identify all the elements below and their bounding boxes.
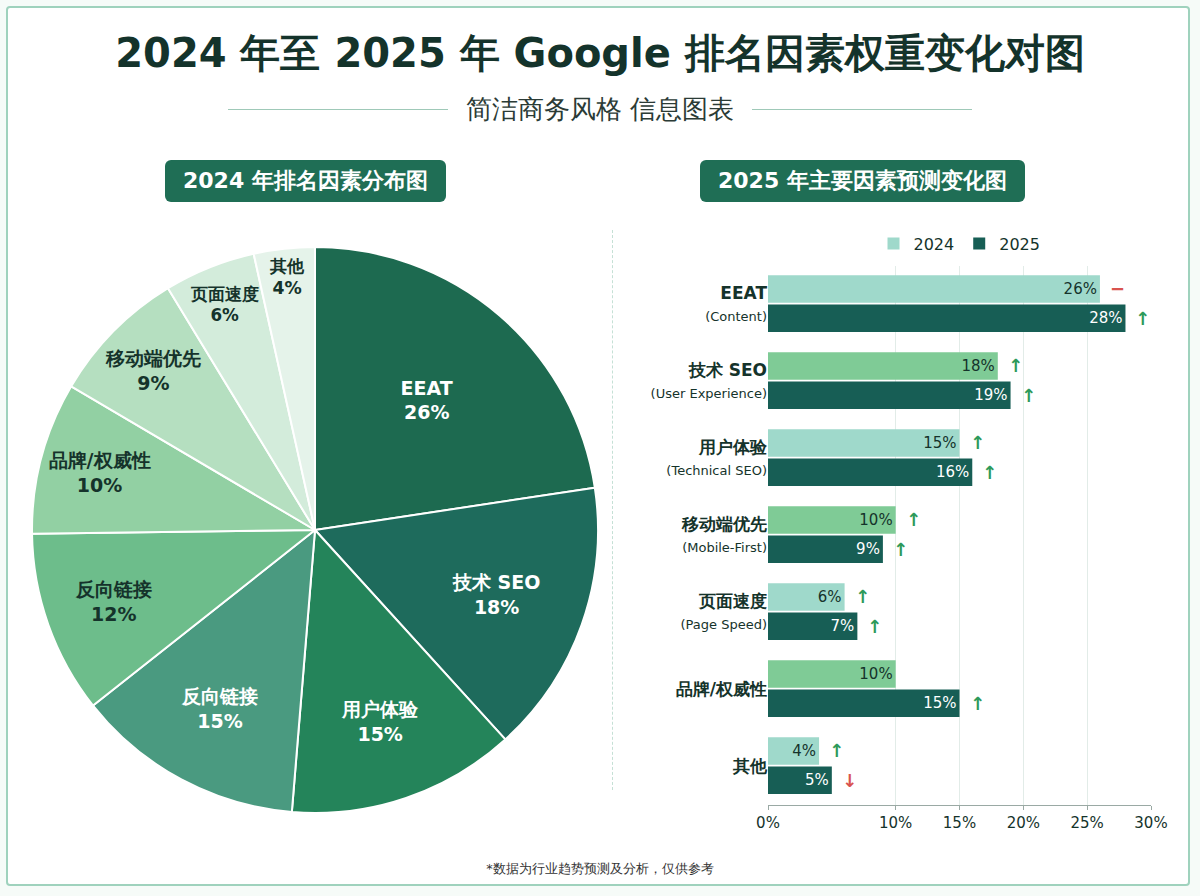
- svg-text:9%: 9%: [856, 540, 880, 558]
- svg-text:EEAT(Content): EEAT(Content): [705, 283, 767, 324]
- svg-text:页面速度(Page Speed): 页面速度(Page Speed): [681, 591, 768, 632]
- svg-text:25%: 25%: [1070, 814, 1103, 832]
- svg-text:↑: ↑: [970, 432, 985, 453]
- svg-text:移动端优先(Mobile-First): 移动端优先(Mobile-First): [681, 514, 767, 555]
- svg-text:反向链接15%: 反向链接15%: [181, 685, 258, 732]
- svg-text:10%: 10%: [859, 665, 892, 683]
- svg-text:30%: 30%: [1134, 814, 1167, 832]
- svg-text:18%: 18%: [961, 357, 994, 375]
- svg-text:15%: 15%: [923, 434, 956, 452]
- svg-text:↑: ↑: [867, 616, 882, 637]
- svg-text:↑: ↑: [1008, 355, 1023, 376]
- svg-text:EEAT26%: EEAT26%: [401, 377, 453, 424]
- svg-text:15%: 15%: [923, 694, 956, 712]
- html-text:2025 年主要因素预测变化图: 2025 年主要因素预测变化图: [718, 168, 1007, 193]
- svg-text:0%: 0%: [756, 814, 780, 832]
- svg-text:↑: ↑: [893, 539, 908, 560]
- html-text:2024 年排名因素分布图: 2024 年排名因素分布图: [183, 168, 428, 193]
- svg-text:其他4%: 其他4%: [269, 256, 305, 298]
- svg-text:移动端优先9%: 移动端优先9%: [105, 347, 201, 394]
- svg-text:−: −: [1110, 278, 1125, 299]
- svg-text:页面速度6%: 页面速度6%: [190, 284, 259, 326]
- svg-text:15%: 15%: [943, 814, 976, 832]
- svg-text:用户体验(Technical SEO): 用户体验(Technical SEO): [666, 437, 768, 478]
- svg-text:2025: 2025: [999, 235, 1040, 254]
- svg-text:↑: ↑: [906, 509, 921, 530]
- svg-text:26%: 26%: [1064, 280, 1097, 298]
- svg-text:10%: 10%: [859, 511, 892, 529]
- svg-text:7%: 7%: [831, 617, 855, 635]
- svg-text:6%: 6%: [818, 588, 842, 606]
- html-text:*数据为行业趋势预测及分析，仅供参考: *数据为行业趋势预测及分析，仅供参考: [486, 861, 714, 876]
- svg-text:16%: 16%: [936, 463, 969, 481]
- html-text:2024 年至 2025 年 Google 排名因素权重变化: 2024 年至 2025 年 Google 排名因素权重变化对图: [115, 30, 1085, 76]
- html-text:简洁商务风格 信息图表: 简洁商务风格 信息图表: [465, 94, 735, 124]
- svg-text:↓: ↓: [842, 770, 857, 791]
- svg-text:其他: 其他: [732, 756, 768, 776]
- svg-text:5%: 5%: [805, 771, 829, 789]
- svg-text:2024: 2024: [914, 235, 955, 254]
- svg-text:20%: 20%: [1007, 814, 1040, 832]
- svg-text:↑: ↑: [1021, 385, 1036, 406]
- svg-text:用户体验15%: 用户体验15%: [341, 698, 419, 745]
- svg-text:技术 SEO(User Experience): 技术 SEO(User Experience): [651, 360, 767, 401]
- svg-text:↑: ↑: [970, 693, 985, 714]
- svg-text:19%: 19%: [974, 386, 1007, 404]
- svg-text:28%: 28%: [1089, 309, 1122, 327]
- svg-text:↑: ↑: [1135, 308, 1150, 329]
- svg-text:↑: ↑: [829, 740, 844, 761]
- svg-text:↑: ↑: [982, 462, 997, 483]
- svg-text:技术 SEO18%: 技术 SEO18%: [452, 571, 540, 618]
- svg-text:4%: 4%: [792, 742, 816, 760]
- svg-text:品牌/权威性: 品牌/权威性: [676, 679, 767, 699]
- svg-text:10%: 10%: [879, 814, 912, 832]
- svg-text:↑: ↑: [855, 586, 870, 607]
- svg-text:品牌/权威性10%: 品牌/权威性10%: [49, 449, 151, 496]
- svg-text:反向链接12%: 反向链接12%: [75, 578, 152, 625]
